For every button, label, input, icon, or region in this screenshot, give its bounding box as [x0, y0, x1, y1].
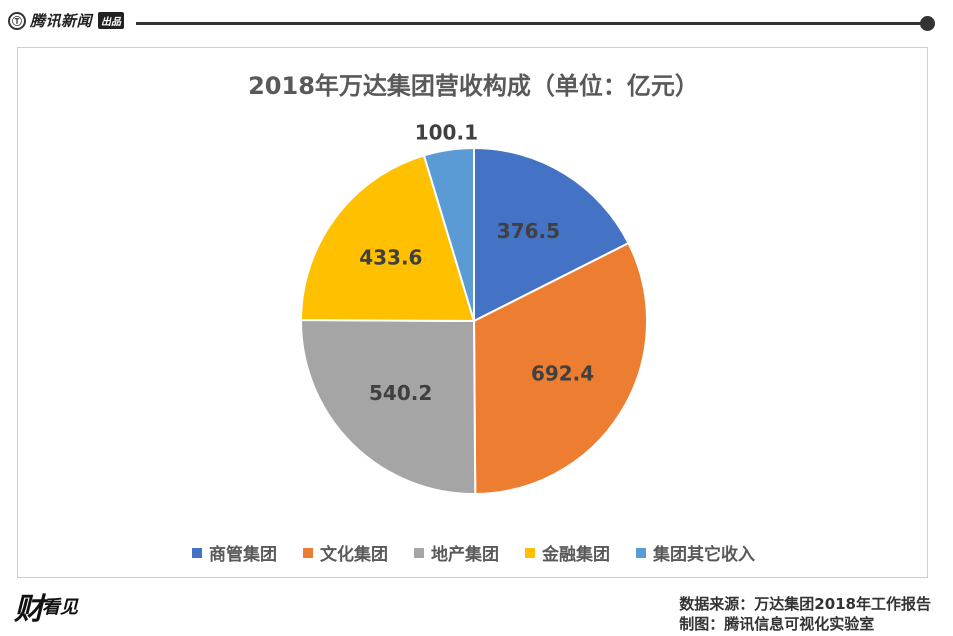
- legend-label: 文化集团: [320, 545, 388, 565]
- logo-small-chars: 看见: [42, 597, 78, 618]
- legend-swatch: [636, 547, 646, 558]
- pie-data-label-0: 376.5: [497, 219, 560, 243]
- caikanjian-logo: 财 看见: [14, 584, 78, 628]
- legend-swatch: [414, 547, 424, 558]
- logo-big-char: 财: [14, 592, 44, 627]
- pie-data-label-3: 433.6: [359, 245, 422, 269]
- pie-slice-1: [472, 241, 648, 496]
- legend-label: 地产集团: [431, 545, 499, 565]
- data-source: 数据来源：万达集团2018年工作报告: [679, 595, 931, 613]
- legend-swatch: [525, 547, 535, 558]
- header-rule-dot: [920, 16, 935, 31]
- legend-item-3: 金融集团: [525, 540, 610, 565]
- pie-data-label-2: 540.2: [369, 381, 432, 405]
- tencent-logo-icon: Ⓣ: [8, 11, 26, 30]
- pie-slice-0: [473, 146, 630, 323]
- tencent-news-logo[interactable]: Ⓣ 腾讯新闻 出品: [8, 10, 125, 31]
- legend-item-1: 文化集团: [303, 540, 388, 565]
- legend-swatch: [192, 547, 202, 558]
- chart-credit: 制图：腾讯信息可视化实验室: [679, 615, 875, 633]
- pie-chart: 376.5 692.4 540.2 433.6 100.1: [299, 121, 648, 496]
- legend-item-4: 集团其它收入: [636, 540, 755, 565]
- legend-item-0: 商管集团: [192, 540, 277, 565]
- legend-label: 集团其它收入: [653, 545, 755, 565]
- footer-credits: 数据来源：万达集团2018年工作报告 制图：腾讯信息可视化实验室: [679, 594, 931, 634]
- pie-data-label-1: 692.4: [531, 362, 594, 386]
- legend-label: 金融集团: [542, 545, 610, 565]
- chart-legend: 商管集团 文化集团 地产集团 金融集团 集团其它收入: [18, 540, 929, 565]
- legend-swatch: [303, 547, 313, 558]
- pie-slice-4: [422, 146, 475, 322]
- legend-item-2: 地产集团: [414, 540, 499, 565]
- brand-name: 腾讯新闻: [30, 12, 93, 30]
- chart-title: 2018年万达集团营收构成（单位：亿元）: [248, 72, 699, 100]
- pie-slice-3: [299, 154, 476, 323]
- header-rule: [136, 22, 926, 25]
- pie-slice-2: [300, 318, 477, 495]
- chart-container: 2018年万达集团营收构成（单位：亿元） 376.5 692.4 540.2 433.…: [17, 47, 928, 578]
- pie-data-label-4: 100.1: [415, 121, 478, 145]
- page-header: Ⓣ 腾讯新闻 出品: [0, 0, 953, 46]
- legend-label: 商管集团: [209, 545, 277, 565]
- brand-badge: 出品: [98, 12, 125, 29]
